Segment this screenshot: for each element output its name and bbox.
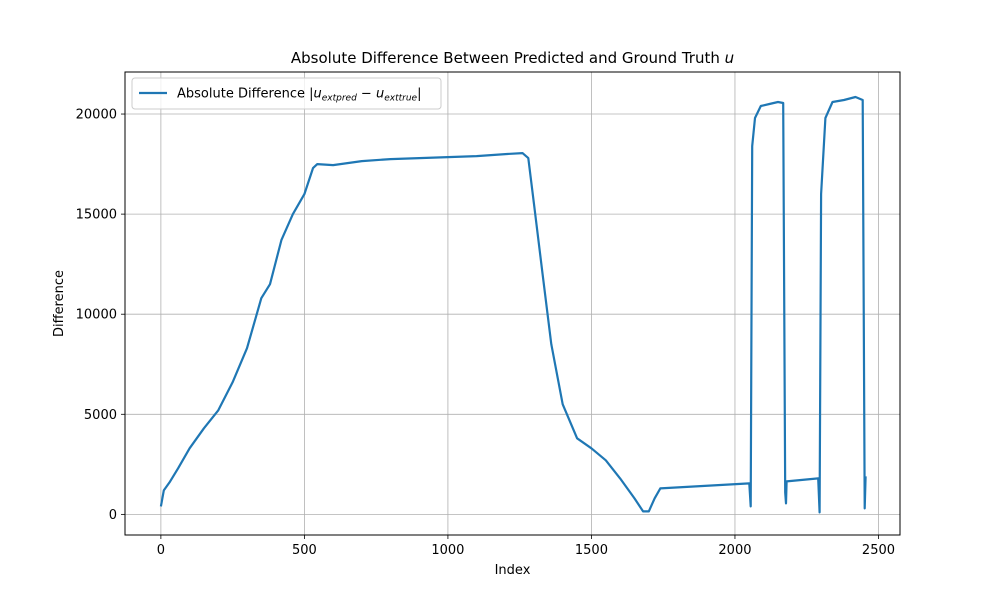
y-tick-label: 10000 — [76, 308, 117, 323]
legend-box — [131, 77, 442, 110]
ticks: 0 500 1000 1500 2000 2500 0 5000 10000 15000 20000 — [76, 108, 895, 558]
plot-area — [125, 72, 900, 535]
x-tick-label: 500 — [292, 543, 317, 558]
y-tick-label: 20000 — [76, 108, 117, 123]
series-line — [159, 95, 867, 514]
plot-frame — [124, 71, 901, 536]
legend: Absolute Difference |uextpred − uexttrue… — [131, 77, 442, 110]
x-tick-label: 2000 — [718, 543, 751, 558]
y-tick-label: 15000 — [76, 208, 117, 223]
chart-title: Absolute Difference Between Predicted an… — [291, 49, 734, 67]
y-tick-label: 5000 — [84, 408, 117, 423]
x-tick-label: 2500 — [862, 543, 895, 558]
x-tick-label: 1000 — [431, 543, 464, 558]
grid — [125, 72, 900, 535]
y-axis-label: Difference — [52, 270, 67, 337]
x-tick-label: 1500 — [575, 543, 608, 558]
x-axis-label: Index — [495, 563, 531, 578]
y-tick-label: 0 — [109, 508, 117, 523]
legend-entry-label: Absolute Difference |uextpred − uexttrue… — [177, 87, 421, 104]
x-tick-label: 0 — [157, 543, 165, 558]
